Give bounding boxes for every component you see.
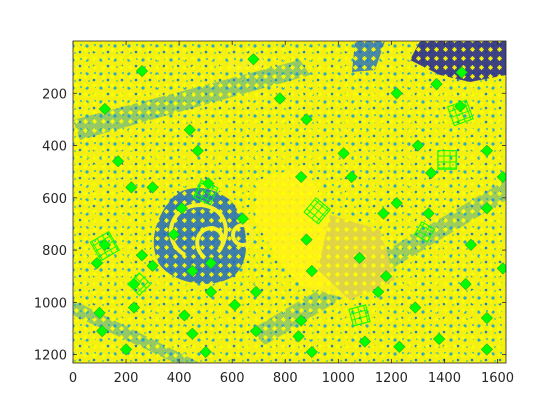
green-square-point xyxy=(379,270,393,283)
y-tick-label: 400 xyxy=(42,140,67,155)
green-square-point xyxy=(204,285,218,298)
y-tick-label: 600 xyxy=(42,192,67,207)
x-tick-label: 200 xyxy=(114,371,139,386)
green-square-point xyxy=(186,264,199,278)
green-square-point xyxy=(390,87,403,100)
green-grid-patches xyxy=(89,99,474,327)
green-square-point xyxy=(90,257,103,270)
green-grid-patch xyxy=(437,150,457,170)
green-square-point xyxy=(433,332,446,346)
green-square-point xyxy=(295,170,308,183)
green-square-point xyxy=(295,314,308,327)
green-grid-patch xyxy=(303,197,331,225)
green-square-point xyxy=(337,147,350,160)
green-square-point xyxy=(411,139,424,152)
green-square-point xyxy=(98,102,111,116)
green-square-point xyxy=(96,325,109,338)
green-square-point xyxy=(430,78,443,91)
green-square-point xyxy=(191,144,204,157)
green-square-point xyxy=(480,144,493,157)
green-grid-patch xyxy=(127,272,152,297)
green-square-point xyxy=(249,285,263,298)
green-square-point xyxy=(178,309,191,322)
green-square-point xyxy=(93,306,106,319)
x-tick-label: 1000 xyxy=(322,371,355,386)
green-square-point xyxy=(125,181,138,194)
green-grid-patch xyxy=(348,304,371,327)
green-square-point xyxy=(228,298,241,312)
green-square-point xyxy=(127,301,141,314)
y-axis: 200 400 600 800 1000 1200 xyxy=(34,87,506,364)
green-grid-patch xyxy=(192,179,219,206)
x-tick-label: 400 xyxy=(167,371,192,386)
plot-area xyxy=(73,41,506,363)
green-square-point xyxy=(480,311,493,325)
green-square-point xyxy=(305,345,318,359)
x-axis: 0 200 400 600 800 1000 1200 1400 1600 xyxy=(69,41,514,386)
x-tick-label: 600 xyxy=(220,371,245,386)
x-tick-label: 1400 xyxy=(428,371,461,386)
green-square-point xyxy=(422,207,435,220)
feature-star-markers xyxy=(73,41,506,363)
green-square-point xyxy=(135,249,149,262)
green-square-point xyxy=(409,301,422,314)
green-square-point xyxy=(186,327,199,340)
green-square-point xyxy=(112,155,125,168)
green-grid-patch xyxy=(89,230,121,262)
green-square-point xyxy=(292,330,305,343)
green-square-point xyxy=(249,325,263,338)
x-tick-label: 1200 xyxy=(375,371,408,386)
axes-box xyxy=(72,40,507,364)
green-square-point xyxy=(236,212,249,225)
green-square-point xyxy=(204,257,218,270)
green-square-point xyxy=(459,277,472,291)
y-tick-label: 1000 xyxy=(34,296,67,311)
green-square-point xyxy=(425,166,438,180)
green-square-point xyxy=(199,345,212,359)
x-tick-label: 0 xyxy=(69,371,77,386)
green-square-point xyxy=(300,113,313,126)
green-square-point xyxy=(353,251,366,265)
green-square-point xyxy=(455,66,468,79)
green-square-point xyxy=(358,335,371,348)
green-square-point xyxy=(480,202,493,215)
green-square-point xyxy=(372,285,385,298)
green-grid-patch xyxy=(413,221,436,243)
green-square-point xyxy=(305,264,318,278)
green-square-point xyxy=(183,123,196,136)
green-square-point xyxy=(146,181,159,194)
green-square-point xyxy=(300,233,313,246)
y-tick-label: 200 xyxy=(42,87,67,102)
green-grid-patch xyxy=(446,99,474,127)
axes: 0 200 400 600 800 1000 1200 1400 1600 200 400 600 8… xyxy=(34,40,514,386)
x-tick-label: 1600 xyxy=(481,371,514,386)
green-square-point xyxy=(480,343,493,356)
green-square-point xyxy=(119,343,133,356)
green-square-point xyxy=(175,202,188,215)
green-square-point xyxy=(146,259,159,272)
green-square-point xyxy=(135,64,149,78)
green-square-point xyxy=(167,228,180,241)
green-square-point xyxy=(464,238,478,251)
y-tick-label: 1200 xyxy=(34,349,67,364)
green-square-point xyxy=(390,196,403,210)
green-square-point xyxy=(345,170,358,183)
green-square-point xyxy=(247,53,260,66)
x-tick-label: 800 xyxy=(273,371,298,386)
green-square-point xyxy=(273,92,287,105)
green-square-point xyxy=(393,340,406,353)
y-tick-label: 800 xyxy=(42,244,67,259)
green-square-point xyxy=(377,207,390,220)
